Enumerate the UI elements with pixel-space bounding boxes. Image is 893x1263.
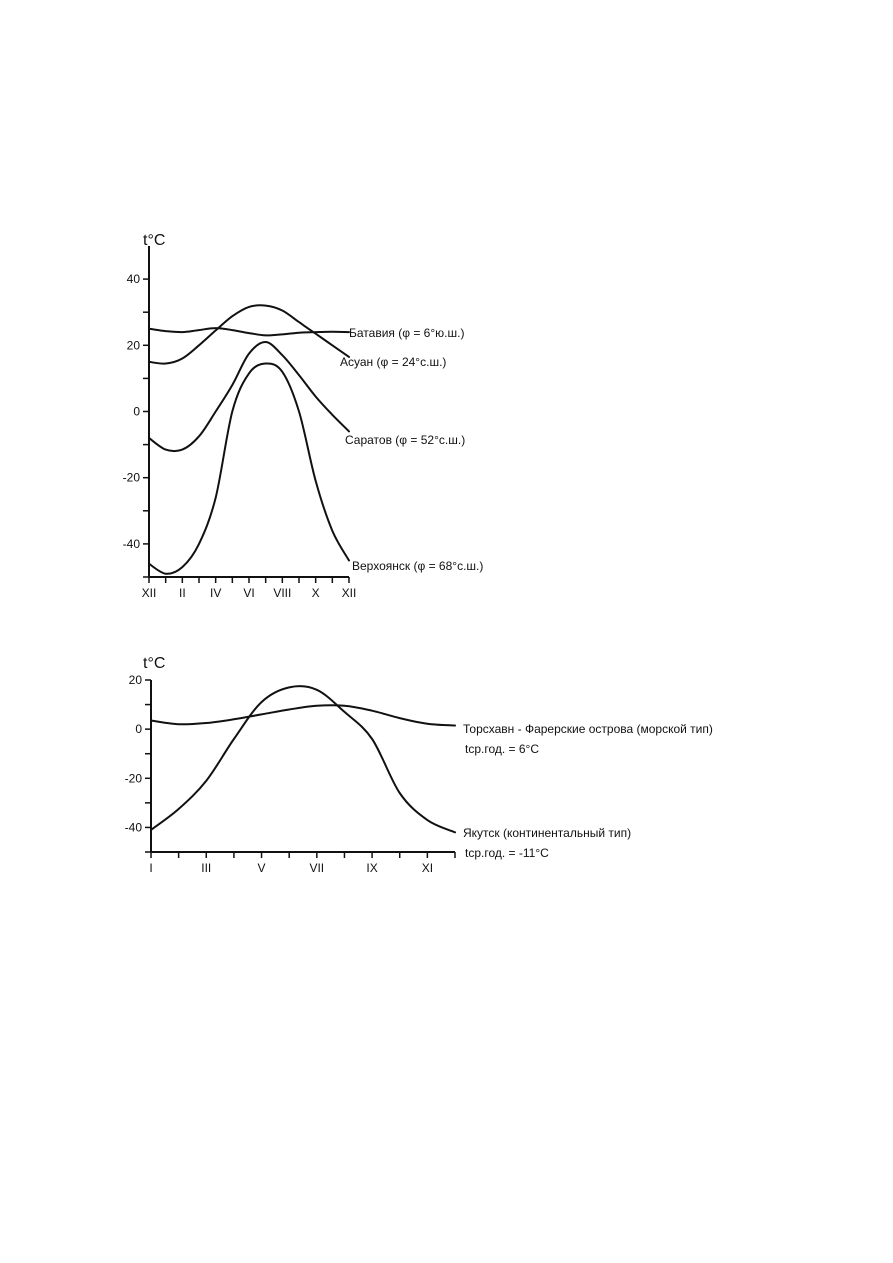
series-line [148,341,350,453]
series-line [150,704,456,727]
series-label: Асуан (φ = 24°с.ш.) [340,355,446,369]
y-tick-label: 20 [129,673,143,687]
series-subtext: tср.год. = -11°С [465,846,549,860]
series-label: Якутск (континентальный тип) [463,826,631,840]
y-tick-label: 40 [127,272,141,286]
x-tick-label: II [179,586,186,600]
x-tick-label: V [258,861,266,875]
series-line [148,304,350,365]
chart-top-annual-temperature-by-latitude: t°C 40 20 0 -20 -40 XII II IV VI VIII X XII Батавия … [123,232,484,600]
x-tick-label: IV [210,586,221,600]
x-tick-label: VII [309,861,324,875]
series-label: Саратов (φ = 52°с.ш.) [345,433,465,447]
y-tick-label: 0 [133,405,140,419]
x-tick-label: III [201,861,211,875]
y-tick-label: -20 [125,771,143,785]
y-tick-label: -20 [123,471,141,485]
y-axis-label: t°C [143,232,165,249]
y-tick-label: 0 [135,722,142,736]
y-tick-label: 20 [127,338,141,352]
x-tick-label: XI [422,861,433,875]
y-tick-label: -40 [123,537,141,551]
series-label: Верхоянск (φ = 68°с.ш.) [352,559,483,573]
series-line [148,327,350,337]
series-line [148,362,350,575]
x-tick-label: VIII [273,586,291,600]
x-tick-label: VI [243,586,254,600]
series-label: Торсхавн - Фарерские острова (морской ти… [463,722,713,736]
x-tick-label: IX [366,861,377,875]
x-tick-label: X [312,586,320,600]
series-subtext: tср.год. = 6°С [465,742,539,756]
y-axis-label: t°C [143,655,165,672]
series-label: Батавия (φ = 6°ю.ш.) [349,326,464,340]
y-tick-label: -40 [125,820,143,834]
x-tick-label: XII [342,586,357,600]
x-tick-label: XII [142,586,157,600]
series-line [150,685,456,834]
x-tick-label: I [149,861,152,875]
